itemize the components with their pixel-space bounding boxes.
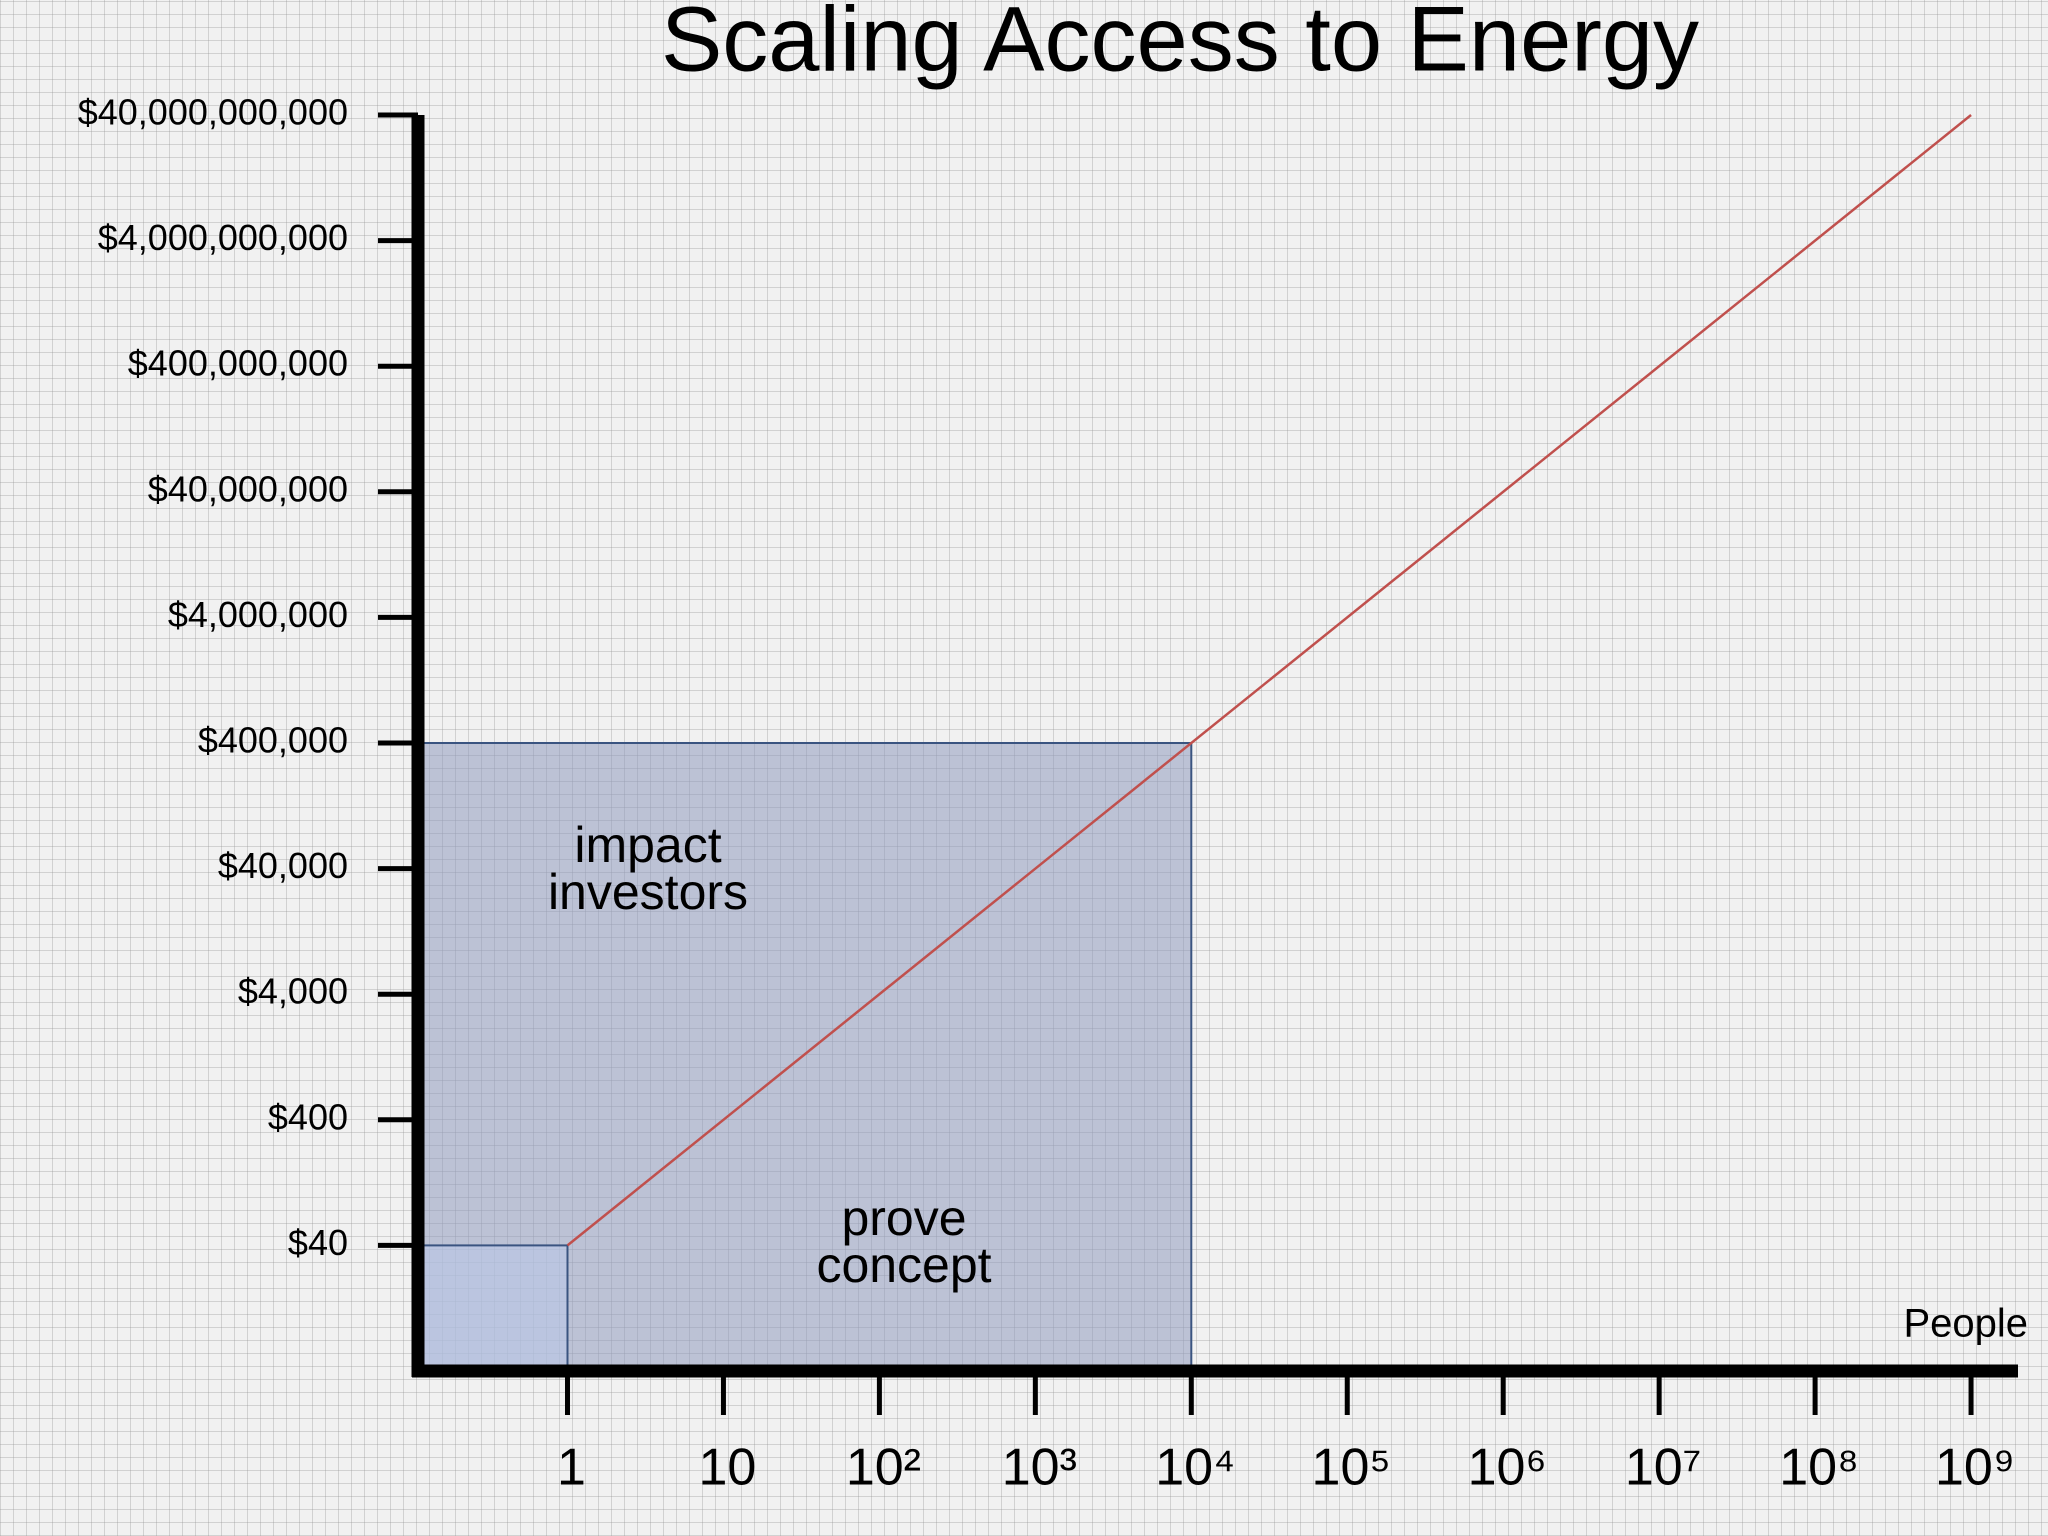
x-tick-label: 10⁴	[1155, 1439, 1235, 1497]
chart-title: Scaling Access to Energy	[661, 0, 1699, 90]
x-tick-label: 10⁷	[1625, 1439, 1702, 1497]
annotation: investors	[548, 864, 748, 920]
x-tick-label: 1	[557, 1439, 586, 1497]
y-tick-label: $4,000	[238, 971, 348, 1012]
x-tick-label: 10	[699, 1439, 757, 1497]
y-tick-label: $4,000,000	[168, 594, 348, 635]
y-tick-label: $400	[268, 1096, 348, 1137]
y-tick-label: $40,000,000	[148, 468, 348, 509]
annotation: concept	[816, 1237, 991, 1293]
data-line	[566, 114, 1972, 1247]
x-tick-label: 10⁹	[1935, 1439, 2015, 1497]
annotation: impact	[574, 817, 721, 873]
y-tick-label: $400,000,000	[128, 343, 348, 384]
region	[417, 1244, 569, 1373]
x-tick-label: 10⁶	[1468, 1439, 1547, 1497]
x-axis-label: People	[1903, 1302, 2028, 1346]
y-tick-label: $40,000	[218, 845, 348, 886]
y-tick-label: $40,000,000,000	[78, 92, 348, 133]
y-tick-label: $400,000	[198, 720, 348, 761]
x-tick-label: 10⁵	[1312, 1439, 1391, 1497]
x-tick-label: 10⁸	[1779, 1439, 1859, 1497]
y-tick-label: $4,000,000,000	[98, 217, 348, 258]
y-tick-label: $40	[288, 1222, 348, 1263]
x-tick-label: 10²	[846, 1439, 921, 1497]
annotation: prove	[841, 1190, 966, 1246]
x-tick-label: 10³	[1002, 1439, 1077, 1497]
